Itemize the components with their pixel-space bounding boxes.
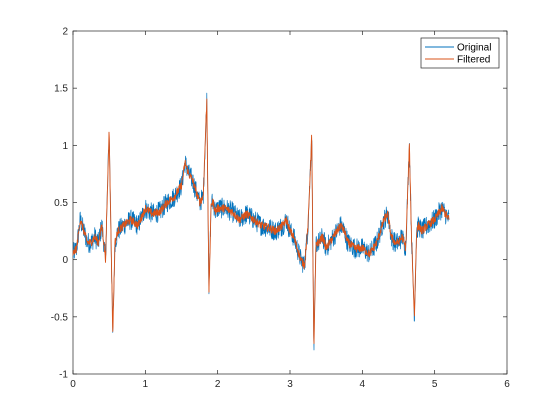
y-tick-label: 0.5 (54, 198, 68, 209)
y-tick-label: 1 (62, 141, 68, 152)
x-tick-label: 1 (143, 379, 149, 390)
plot-area: 0 1 2 3 4 5 6 -1 -0.5 0 0.5 1 1.5 2 (51, 27, 510, 391)
legend-label-filtered: Filtered (457, 55, 490, 66)
series-line-filtered (72, 98, 450, 344)
legend-label-original: Original (457, 43, 491, 54)
x-tick-label: 5 (432, 379, 438, 390)
legend-box (420, 37, 500, 69)
y-tick-label: 0 (62, 255, 68, 266)
x-tick-label: 2 (215, 379, 221, 390)
y-tick-label: -1 (59, 370, 68, 381)
x-tick-label: 0 (70, 379, 76, 390)
x-tick-label: 4 (360, 379, 366, 390)
x-axis-ticks: 0 1 2 3 4 5 6 (70, 31, 510, 390)
x-tick-label: 6 (504, 379, 510, 390)
y-tick-label: -0.5 (51, 312, 69, 323)
series-layer (72, 92, 450, 351)
y-tick-label: 2 (62, 27, 68, 38)
y-tick-label: 1.5 (54, 84, 68, 95)
axes-box (72, 30, 508, 375)
y-axis-ticks: -1 -0.5 0 0.5 1 1.5 2 (51, 27, 507, 381)
x-tick-label: 3 (287, 379, 293, 390)
